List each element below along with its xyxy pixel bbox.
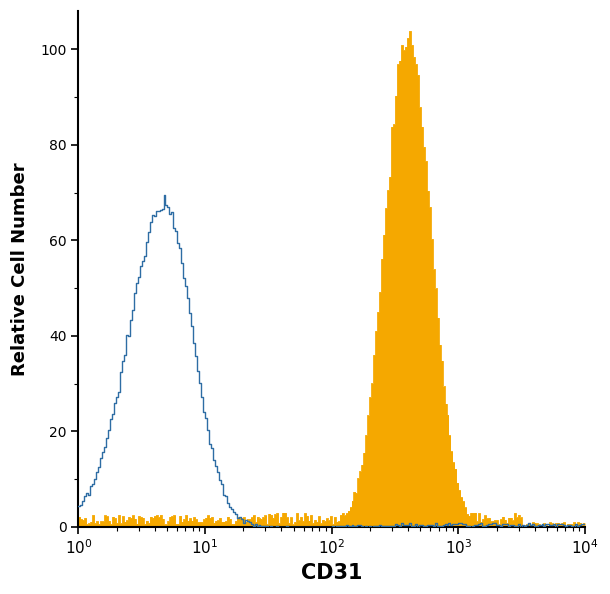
Y-axis label: Relative Cell Number: Relative Cell Number (11, 162, 29, 376)
X-axis label: CD31: CD31 (301, 563, 362, 583)
